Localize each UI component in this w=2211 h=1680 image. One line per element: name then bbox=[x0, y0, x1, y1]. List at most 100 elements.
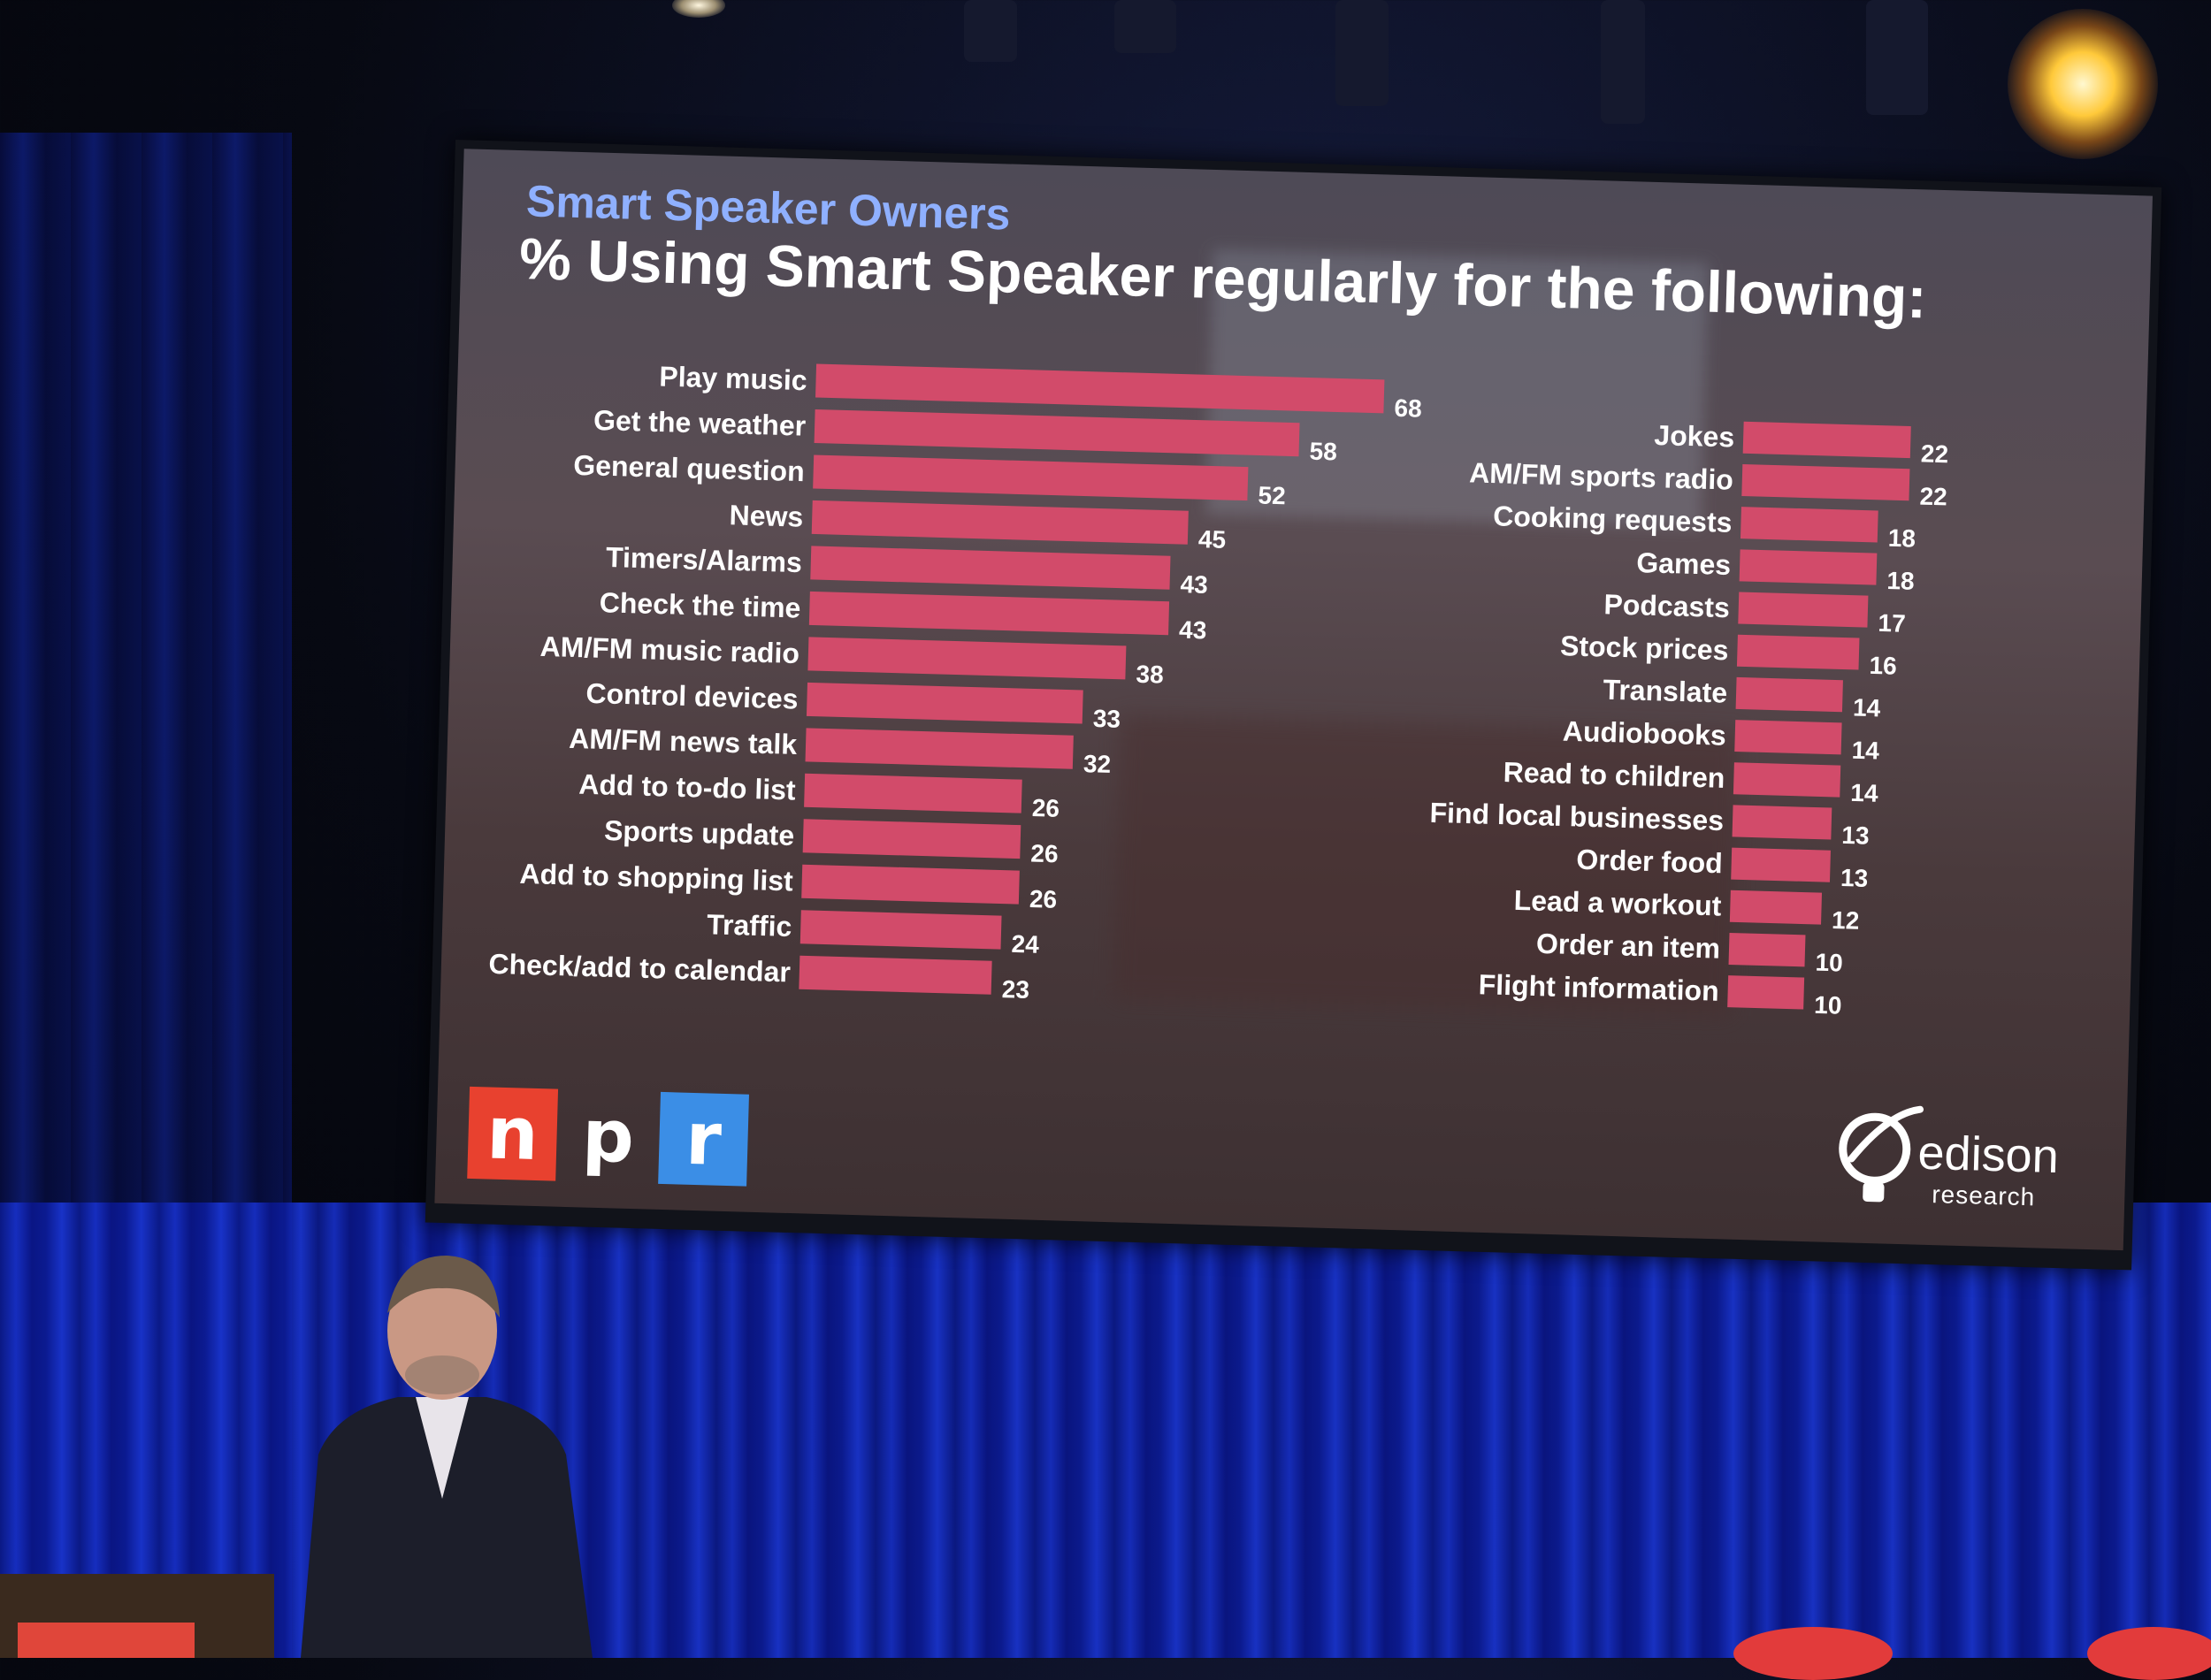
npr-logo-p: p bbox=[580, 1093, 636, 1180]
category-label: Check the time bbox=[599, 586, 801, 623]
category-label: Traffic bbox=[707, 908, 792, 943]
light-rig bbox=[1335, 0, 1389, 106]
data-label: 24 bbox=[1011, 930, 1039, 958]
bar bbox=[804, 773, 1022, 813]
category-label: General question bbox=[573, 449, 805, 487]
category-label: AM/FM music radio bbox=[539, 630, 799, 669]
podium-sign bbox=[18, 1623, 195, 1658]
bar bbox=[1727, 975, 1805, 1010]
bar bbox=[810, 546, 1171, 590]
data-label: 18 bbox=[1886, 567, 1915, 595]
category-label: Check/add to calendar bbox=[488, 948, 791, 989]
category-label: Lead a workout bbox=[1513, 884, 1722, 922]
category-label: AM/FM news talk bbox=[569, 722, 798, 760]
category-label: Jokes bbox=[1654, 419, 1735, 454]
slide: Smart Speaker Owners % Using Smart Speak… bbox=[434, 149, 2153, 1251]
category-label: Cooking requests bbox=[1493, 500, 1733, 538]
category-label: Audiobooks bbox=[1562, 715, 1726, 752]
edison-logo-tagline: research bbox=[1931, 1180, 2036, 1211]
data-label: 10 bbox=[1814, 991, 1842, 1019]
category-label: AM/FM sports radio bbox=[1469, 456, 1734, 495]
npr-logo-n: n bbox=[467, 1086, 559, 1181]
category-label: Play music bbox=[659, 361, 807, 397]
bar bbox=[801, 864, 1020, 905]
category-label: Games bbox=[1636, 546, 1732, 581]
category-label: Order an item bbox=[1536, 928, 1721, 965]
stage-seat bbox=[2087, 1627, 2211, 1680]
category-label: Control devices bbox=[585, 677, 799, 715]
category-label: Get the weather bbox=[593, 404, 807, 442]
bar bbox=[1736, 634, 1860, 670]
data-label: 68 bbox=[1394, 394, 1422, 423]
projection-screen: Smart Speaker Owners % Using Smart Speak… bbox=[425, 140, 2162, 1271]
bar bbox=[811, 500, 1189, 545]
presenter bbox=[301, 1256, 593, 1658]
bar bbox=[799, 955, 992, 995]
data-label: 13 bbox=[1841, 821, 1870, 850]
bar bbox=[806, 682, 1083, 724]
bar bbox=[813, 454, 1249, 501]
category-label: Podcasts bbox=[1603, 588, 1730, 623]
data-label: 12 bbox=[1832, 906, 1860, 935]
category-label: Flight information bbox=[1478, 968, 1719, 1007]
data-label: 22 bbox=[1919, 483, 1947, 511]
bar bbox=[1731, 847, 1831, 882]
light-rig bbox=[1114, 0, 1176, 53]
edison-bulb-icon bbox=[1839, 1105, 1924, 1203]
bar bbox=[807, 637, 1127, 680]
data-label: 14 bbox=[1850, 779, 1878, 807]
bar-charts: Play music 68 Get the weather 58 General que… bbox=[488, 361, 1949, 1019]
data-label: 33 bbox=[1092, 705, 1121, 733]
data-label: 58 bbox=[1309, 438, 1337, 466]
data-label: 10 bbox=[1815, 949, 1843, 977]
light-rig bbox=[1601, 0, 1645, 124]
bar bbox=[808, 591, 1170, 636]
data-label: 52 bbox=[1258, 482, 1286, 510]
bar bbox=[1732, 805, 1832, 840]
bar bbox=[802, 819, 1021, 859]
bar bbox=[1729, 890, 1823, 925]
data-label: 23 bbox=[1001, 975, 1029, 1004]
bar bbox=[1739, 549, 1878, 585]
bar bbox=[814, 409, 1300, 457]
data-label: 17 bbox=[1878, 609, 1906, 638]
data-label: 43 bbox=[1180, 570, 1208, 599]
data-label: 14 bbox=[1853, 694, 1881, 722]
edison-research-logo: edison research bbox=[1832, 1098, 2100, 1229]
category-label: Add to to-do list bbox=[578, 768, 797, 806]
category-label: Timers/Alarms bbox=[606, 541, 803, 578]
category-label: Stock prices bbox=[1560, 630, 1729, 666]
data-label: 16 bbox=[1869, 652, 1897, 680]
category-label: News bbox=[729, 499, 804, 532]
data-label: 26 bbox=[1031, 794, 1060, 822]
bar bbox=[1735, 676, 1843, 713]
light-rig bbox=[1866, 0, 1928, 115]
category-label: Add to shopping list bbox=[519, 858, 794, 897]
data-label: 18 bbox=[1887, 524, 1916, 553]
bar bbox=[1742, 421, 1911, 459]
bar bbox=[1741, 463, 1910, 501]
category-label: Read to children bbox=[1503, 756, 1725, 794]
bar bbox=[805, 728, 1074, 769]
data-label: 26 bbox=[1030, 839, 1059, 867]
category-label: Order food bbox=[1576, 844, 1723, 880]
data-label: 13 bbox=[1840, 864, 1869, 892]
bar bbox=[815, 363, 1385, 414]
light-rig bbox=[964, 0, 1017, 62]
bar bbox=[1728, 932, 1806, 967]
data-label: 38 bbox=[1136, 661, 1164, 689]
stage-light-small bbox=[672, 0, 725, 18]
data-label: 45 bbox=[1198, 525, 1227, 554]
stage-seat bbox=[1733, 1627, 1893, 1680]
bar bbox=[1734, 720, 1842, 755]
bar bbox=[1733, 762, 1841, 798]
category-label: Find local businesses bbox=[1429, 797, 1724, 836]
category-label: Translate bbox=[1603, 674, 1727, 709]
data-label: 26 bbox=[1029, 885, 1058, 913]
stage-spotlight bbox=[2008, 9, 2158, 159]
bar bbox=[799, 910, 1002, 950]
npr-logo-r: r bbox=[658, 1091, 749, 1187]
edison-logo-name: edison bbox=[1916, 1126, 2060, 1184]
data-label: 22 bbox=[1921, 439, 1949, 468]
data-label: 14 bbox=[1851, 737, 1879, 765]
